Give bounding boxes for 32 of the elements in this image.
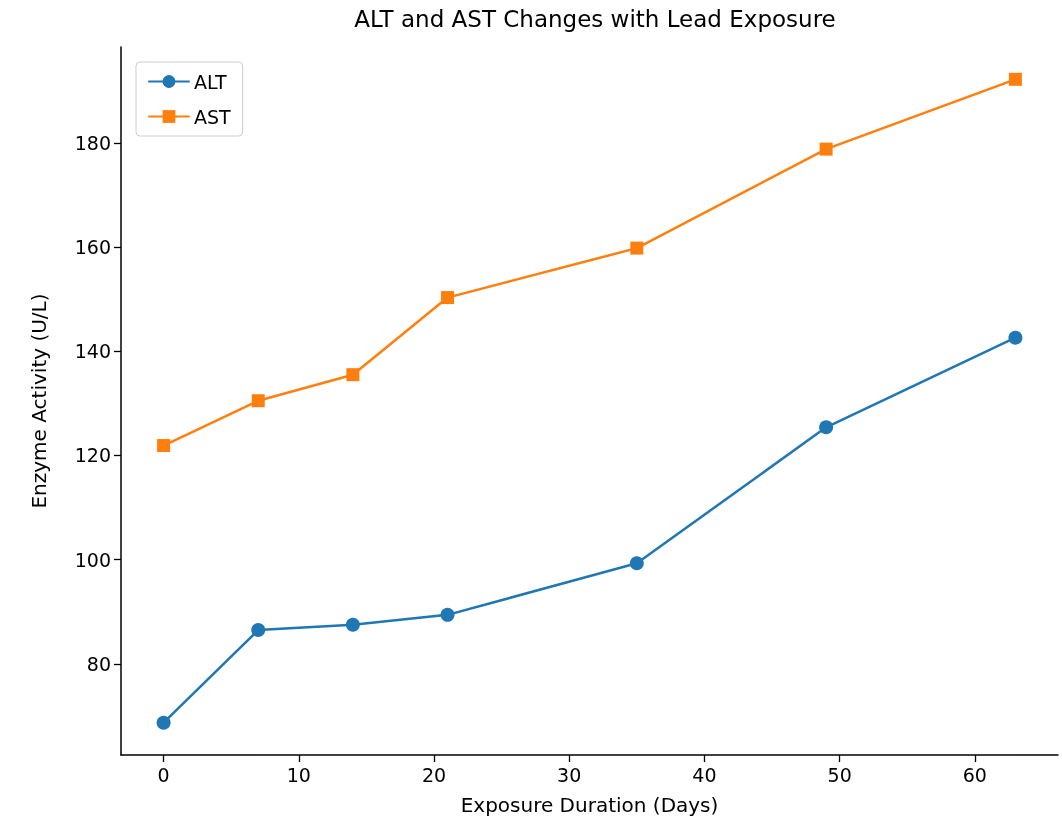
y-tick-label: 80: [86, 652, 111, 675]
legend-label: AST: [194, 105, 232, 128]
point: [441, 291, 455, 305]
x-tick-label: 0: [157, 763, 170, 786]
x-tick-label: 40: [692, 763, 717, 786]
point: [440, 607, 455, 622]
x-tick-label: 60: [962, 763, 987, 786]
x-axis-title: Exposure Duration (Days): [460, 793, 719, 817]
y-tick-label: 180: [74, 131, 111, 154]
point: [819, 420, 834, 435]
point: [629, 556, 644, 571]
point: [346, 368, 360, 382]
x-tick-label: 50: [827, 763, 852, 786]
x-tick-label: 10: [286, 763, 311, 786]
point: [630, 241, 644, 255]
point: [157, 439, 171, 453]
point: [1008, 330, 1023, 345]
point: [1008, 72, 1022, 86]
point: [345, 617, 360, 632]
x-tick-label: 20: [421, 763, 447, 786]
point: [251, 622, 266, 637]
y-axis-title: Enzyme Activity (U/L): [27, 293, 51, 509]
legend-label: ALT: [194, 70, 227, 93]
chart-title: ALT and AST Changes with Lead Exposure: [354, 5, 836, 32]
point: [156, 715, 171, 730]
y-tick-label: 140: [74, 340, 111, 363]
y-tick-label: 120: [74, 444, 111, 467]
y-tick-label: 100: [74, 548, 111, 571]
point: [819, 142, 833, 156]
point: [251, 394, 265, 408]
x-tick-label: 30: [557, 763, 582, 786]
y-tick-label: 160: [74, 236, 111, 259]
